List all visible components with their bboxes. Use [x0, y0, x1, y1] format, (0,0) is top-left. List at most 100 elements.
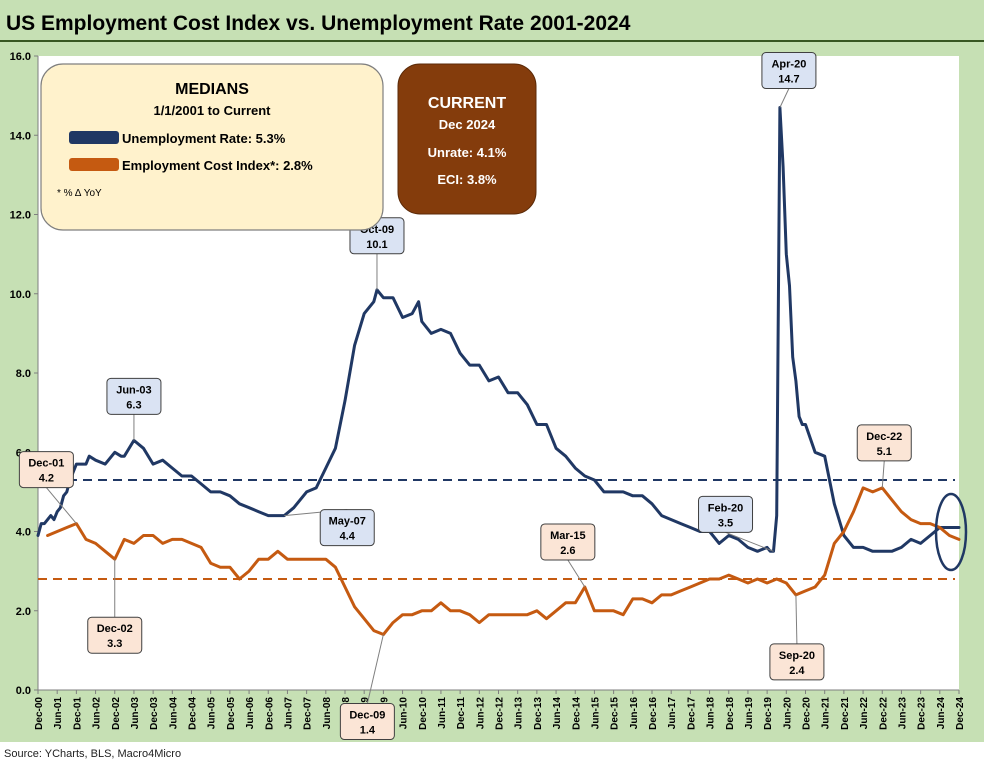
callout-leader: [567, 559, 586, 588]
callout-box: [106, 377, 162, 415]
callout-box: [698, 495, 754, 533]
x-tick-label: Dec-05: [226, 697, 237, 730]
chart-title: US Employment Cost Index vs. Unemploymen…: [6, 12, 631, 35]
callout-may-07: May-07 4.4: [284, 509, 375, 547]
callout-box: [87, 616, 143, 654]
callout-leader: [45, 487, 77, 524]
callout-value: 4.4: [340, 531, 356, 543]
x-tick-label: Dec-01: [72, 697, 83, 730]
callout-value: 6.3: [126, 399, 141, 411]
callout-value: 3.3: [107, 638, 122, 650]
x-tick-label: Dec-11: [456, 697, 467, 730]
callout-value: 14.7: [778, 74, 799, 86]
eci-legend-swatch: [69, 158, 119, 171]
y-tick-label: 8.0: [16, 368, 31, 380]
unemployment-rate-line: [36, 106, 961, 553]
callout-box: [761, 52, 817, 90]
current-box-bg: [397, 63, 537, 215]
callout-leader: [881, 460, 885, 488]
unemployment-legend-swatch: [69, 131, 119, 144]
y-tick-label: 16.0: [10, 51, 31, 63]
callout-apr-20: Apr-20 14.7: [761, 52, 817, 108]
callout-box: [319, 509, 375, 547]
callout-value: 2.6: [560, 545, 575, 557]
x-tick-label: Jun-05: [207, 697, 218, 730]
x-tick-label: Jun-01: [53, 697, 64, 730]
x-tick-label: Dec-10: [418, 697, 429, 730]
medians-box-subtitle: 1/1/2001 to Current: [153, 103, 271, 118]
callout-date: Mar-15: [550, 530, 585, 542]
y-tick-label: 10.0: [10, 289, 31, 301]
medians-box-bg: [40, 63, 384, 231]
unemployment-median-label: Unemployment Rate: 5.3%: [122, 131, 286, 146]
callout-box: [769, 643, 825, 681]
x-tick-label: Dec-06: [264, 697, 275, 730]
x-tick-label: Dec-14: [571, 697, 582, 730]
medians-footnote: * % Δ YoY: [57, 188, 102, 199]
x-tick-label: Jun-15: [590, 697, 601, 730]
current-unrate: Unrate: 4.1%: [428, 145, 507, 160]
callout-date: Dec-01: [28, 458, 64, 470]
x-tick-label: Jun-03: [130, 697, 141, 730]
y-tick-label: 14.0: [10, 130, 31, 142]
x-tick-label: Dec-22: [878, 697, 889, 730]
callout-value: 2.4: [789, 665, 805, 677]
x-tick-label: Dec-04: [188, 697, 199, 730]
x-tick-label: Dec-15: [610, 697, 621, 730]
x-tick-label: Jun-07: [283, 697, 294, 730]
current-highlight-ellipse: [934, 492, 968, 572]
series-lines: [36, 106, 961, 636]
callout-value: 4.2: [39, 473, 54, 485]
x-tick-label: Dec-20: [802, 697, 813, 730]
callout-dec-02: Dec-02 3.3: [87, 559, 143, 654]
current-box-date: Dec 2024: [439, 117, 496, 132]
callout-date: Feb-20: [708, 502, 743, 514]
callout-feb-20: Feb-20 3.5: [698, 495, 774, 552]
x-tick-label: Jun-16: [629, 697, 640, 730]
title-divider: [0, 40, 984, 42]
callout-value: 5.1: [877, 446, 892, 458]
x-tick-label: Jun-18: [706, 697, 717, 730]
x-tick-label: Jun-21: [821, 697, 832, 730]
medians-box: MEDIANS 1/1/2001 to Current Unemployment…: [40, 63, 384, 231]
callout-value: 3.5: [718, 517, 733, 529]
current-eci: ECI: 3.8%: [437, 172, 497, 187]
callout-leader: [366, 634, 384, 704]
x-tick-label: Jun-02: [92, 697, 103, 730]
x-tick-label: Dec-23: [917, 697, 928, 730]
current-box-title: CURRENT: [428, 95, 506, 112]
callout-sep-20: Sep-20 2.4: [769, 594, 825, 681]
callout-dec-22: Dec-22 5.1: [856, 424, 912, 488]
median-lines: [38, 478, 955, 581]
x-tick-label: Dec-12: [495, 697, 506, 730]
x-tick-label: Dec-16: [648, 697, 659, 730]
callout-leader: [779, 88, 790, 108]
x-tick-label: Dec-19: [763, 697, 774, 730]
axes: 0.02.04.06.08.010.012.014.016.0Dec-00Jun…: [10, 51, 966, 730]
x-tick-label: Jun-14: [552, 697, 563, 730]
callout-date: Jun-03: [116, 384, 151, 396]
x-tick-label: Dec-02: [111, 697, 122, 730]
x-tick-label: Jun-17: [667, 697, 678, 730]
callout-box: [540, 523, 596, 561]
source-note: Source: YCharts, BLS, Macro4Micro: [4, 748, 182, 760]
x-tick-label: Jun-24: [936, 697, 947, 730]
callout-leader: [795, 594, 798, 644]
x-tick-label: Jun-19: [744, 697, 755, 730]
x-tick-label: Jun-11: [437, 697, 448, 729]
chart-svg: 0.02.04.06.08.010.012.014.016.0Dec-00Jun…: [10, 51, 968, 741]
x-tick-label: Dec-21: [840, 697, 851, 730]
callout-box: [856, 424, 912, 462]
callout-date: Dec-22: [866, 431, 902, 443]
y-tick-label: 2.0: [16, 606, 31, 618]
x-tick-label: Dec-07: [303, 697, 314, 730]
x-tick-label: Jun-12: [475, 697, 486, 730]
x-tick-label: Jun-04: [168, 697, 179, 730]
x-tick-label: Dec-17: [686, 697, 697, 730]
callout-date: May-07: [329, 516, 366, 528]
callout-dec-09: Dec-09 1.4: [339, 634, 395, 741]
x-tick-label: Jun-22: [859, 697, 870, 730]
callouts: Jun-036.3May-074.4Oct-0910.1Feb-203.5Apr…: [18, 52, 912, 741]
callout-dec-01: Dec-01 4.2: [18, 451, 77, 524]
callout-date: Apr-20: [771, 59, 806, 71]
